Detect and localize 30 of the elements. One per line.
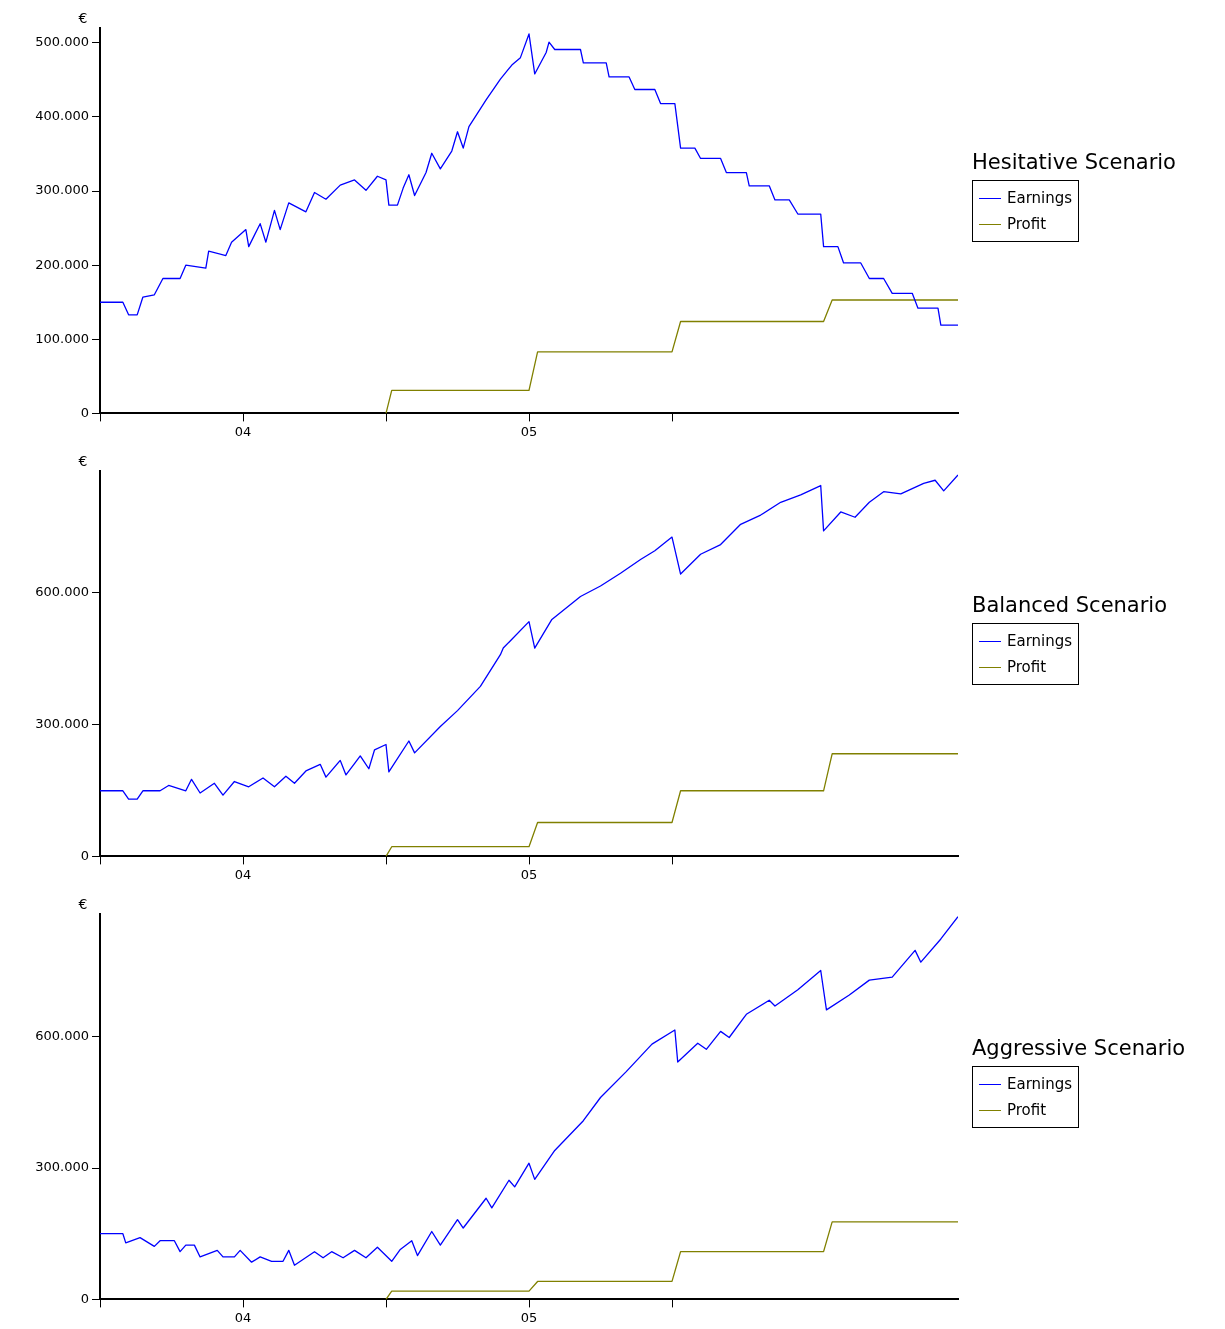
y-tick-label: 100.000 [35,330,89,346]
y-tick-label: 400.000 [35,108,89,124]
y-tick-label: 300.000 [35,182,89,198]
x-tick-label: 04 [234,1309,252,1325]
legend-label: Profit [1007,215,1047,233]
legend-label: Profit [1007,658,1047,676]
y-tick-label: 0 [80,404,89,420]
legend-label: Earnings [1007,1075,1073,1093]
legend-title: Balanced Scenario [972,593,1168,617]
y-tick-label: 500.000 [35,34,89,50]
legend-label: Earnings [1007,632,1073,650]
y-axis-title: € [78,895,88,912]
legend-title: Hesitative Scenario [972,150,1176,174]
legend-label: Earnings [1007,189,1073,207]
x-tick-label: 05 [520,1309,538,1325]
y-tick-label: 600.000 [35,1028,89,1043]
legend-label: Profit [1007,1101,1047,1119]
x-tick-label: 05 [520,866,538,882]
y-tick-label: 600.000 [35,583,89,599]
x-tick-label: 04 [234,866,252,882]
y-tick-label: 300.000 [35,1159,89,1175]
y-axis-title: € [78,452,88,469]
y-axis-title: € [78,9,88,26]
y-tick-label: 0 [80,1290,89,1306]
x-tick-label: 04 [234,423,252,439]
y-tick-label: 0 [80,847,89,863]
x-tick-label: 05 [520,423,538,439]
legend-title: Aggressive Scenario [972,1036,1186,1060]
y-tick-label: 300.000 [35,715,89,731]
y-tick-label: 200.000 [35,256,89,272]
